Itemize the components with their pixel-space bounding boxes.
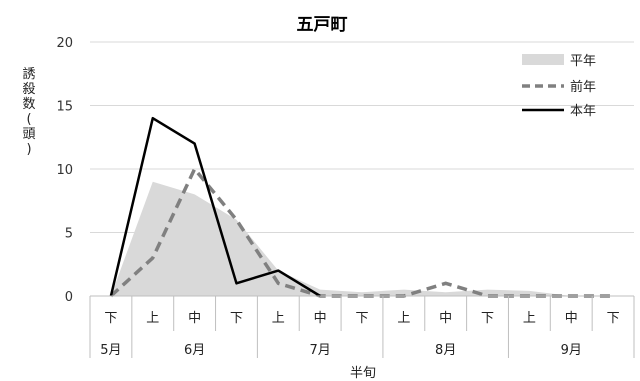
x-category-label: 下: [230, 311, 243, 326]
legend-label: 平年: [570, 54, 596, 69]
gridlines: [90, 41, 634, 233]
x-category-label: 上: [272, 311, 285, 326]
x-group-label: 9月: [561, 343, 582, 358]
x-group-label: 5月: [100, 343, 121, 358]
x-category-label: 上: [397, 311, 410, 326]
y-tick-label: 15: [56, 100, 73, 115]
x-category-label: 中: [188, 311, 201, 326]
x-category-label: 中: [439, 311, 452, 326]
x-category-label: 下: [607, 311, 620, 326]
x-category-label: 上: [146, 311, 159, 326]
chart-title: 五戸町: [297, 15, 348, 35]
x-group-label: 8月: [435, 343, 456, 358]
legend-label: 本年: [570, 104, 596, 119]
y-axis-ticks: 0 5 10 15 20: [56, 36, 73, 305]
y-tick-label: 5: [65, 227, 73, 242]
y-tick-label: 10: [56, 163, 73, 178]
x-category-label: 上: [523, 311, 536, 326]
x-category-label: 下: [481, 311, 494, 326]
x-axis-label: 半旬: [350, 366, 376, 381]
x-category-label: 下: [104, 311, 117, 326]
x-category-label: 中: [314, 311, 327, 326]
x-group-label: 6月: [184, 343, 205, 358]
x-axis: 下 上 中 下 上 中 下 上 中 下 上 中 下 5月 6月 7月 8月 9月: [89, 295, 635, 358]
x-group-label: 7月: [310, 343, 331, 358]
plot-area: [109, 116, 614, 298]
x-category-label: 中: [565, 311, 578, 326]
series-area-平年: [110, 181, 614, 296]
y-axis-label: 誘殺数(頭): [22, 67, 35, 157]
x-category-label: 下: [355, 311, 368, 326]
legend-swatch-平年: [522, 54, 564, 65]
y-tick-label: 0: [65, 290, 73, 305]
series-line-本年: [109, 116, 321, 298]
y-tick-label: 20: [56, 36, 73, 51]
legend-label: 前年: [570, 79, 596, 95]
